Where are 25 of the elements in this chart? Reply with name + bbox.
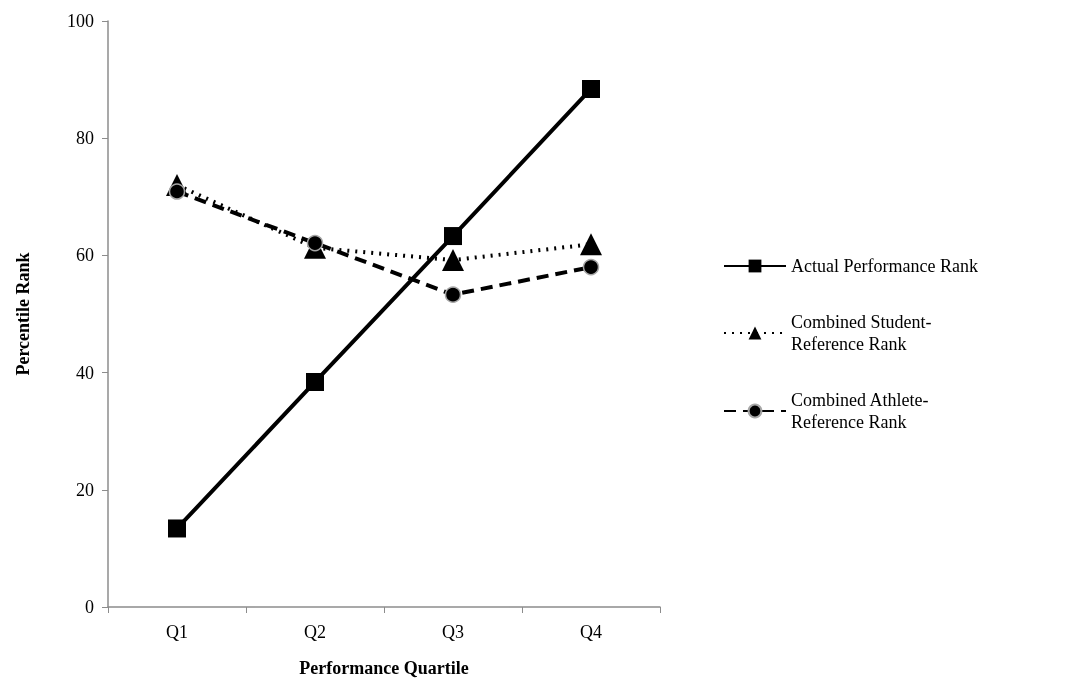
y-tick-label: 100	[67, 11, 94, 31]
x-tick-label: Q3	[442, 622, 464, 642]
point	[582, 258, 600, 276]
x-tick-label: Q2	[304, 622, 326, 642]
legend-label: Combined Athlete-Reference Rank	[791, 390, 929, 432]
point	[580, 233, 602, 256]
y-tick-label: 60	[76, 245, 94, 266]
point	[442, 249, 464, 272]
point	[306, 234, 324, 252]
y-tick-label: 0	[85, 597, 94, 617]
legend-label: Actual Performance Rank	[791, 256, 978, 276]
y-tick-label: 20	[76, 479, 94, 500]
y-tick-label: 80	[76, 128, 94, 149]
x-axis-title: Performance Quartile	[299, 658, 469, 678]
legend-label: Combined Student-Reference Rank	[791, 312, 932, 354]
x-tick-label: Q1	[166, 622, 188, 642]
point	[444, 286, 462, 303]
x-tick-label: Q4	[580, 622, 602, 642]
y-axis-title: Percentile Rank	[13, 252, 33, 376]
point	[582, 79, 600, 98]
point	[168, 183, 186, 200]
point	[444, 227, 462, 246]
y-tick-label: 40	[76, 362, 94, 383]
point	[168, 519, 186, 538]
point	[306, 372, 324, 391]
